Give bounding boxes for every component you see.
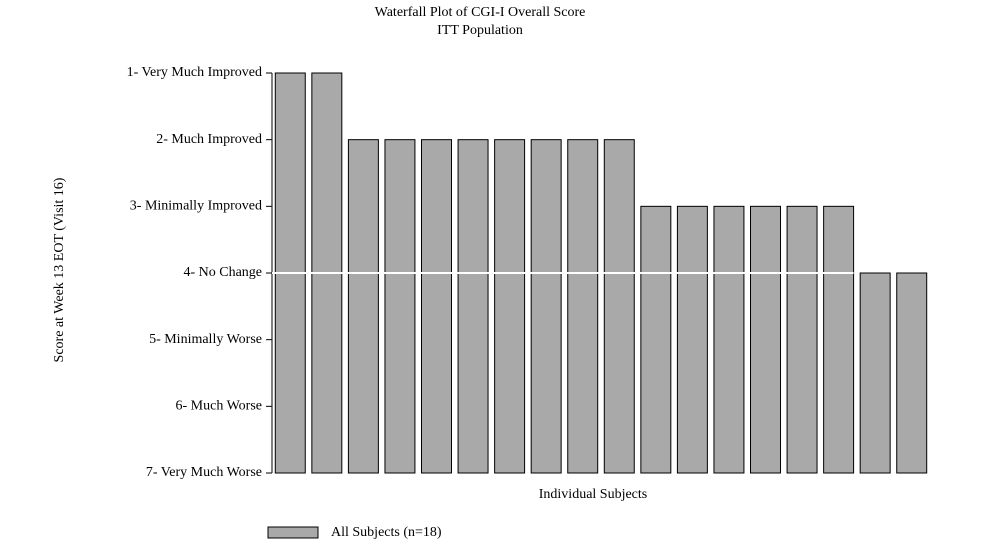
legend-label: All Subjects (n=18) <box>331 525 442 540</box>
bar <box>457 139 489 474</box>
bar <box>896 272 928 474</box>
y-tick-label: 6- Much Worse <box>176 399 263 414</box>
y-tick-label: 3- Minimally Improved <box>130 199 262 214</box>
x-axis-label: Individual Subjects <box>539 487 648 502</box>
bar <box>384 139 416 474</box>
bar <box>421 139 452 474</box>
bar <box>347 139 379 474</box>
bar <box>494 139 526 474</box>
y-tick-label: 5- Minimally Worse <box>149 332 262 347</box>
bar <box>859 272 891 474</box>
bar <box>640 205 672 474</box>
chart-title: Waterfall Plot of CGI-I Overall Score <box>375 5 586 20</box>
y-tick-label: 2- Much Improved <box>156 132 262 147</box>
bar <box>567 139 599 474</box>
bar <box>713 205 745 474</box>
y-axis-label: Score at Week 13 EOT (Visit 16) <box>52 177 67 362</box>
y-tick-label: 1- Very Much Improved <box>127 65 262 80</box>
bar <box>603 139 635 474</box>
y-tick-label: 7- Very Much Worse <box>146 465 262 480</box>
y-tick-label: 4- No Change <box>183 265 262 280</box>
bar <box>750 205 781 474</box>
bar <box>530 139 562 474</box>
bar <box>823 205 855 474</box>
chart-subtitle: ITT Population <box>437 23 523 38</box>
bar <box>786 205 818 474</box>
legend-swatch <box>267 526 319 539</box>
bar <box>676 205 708 474</box>
